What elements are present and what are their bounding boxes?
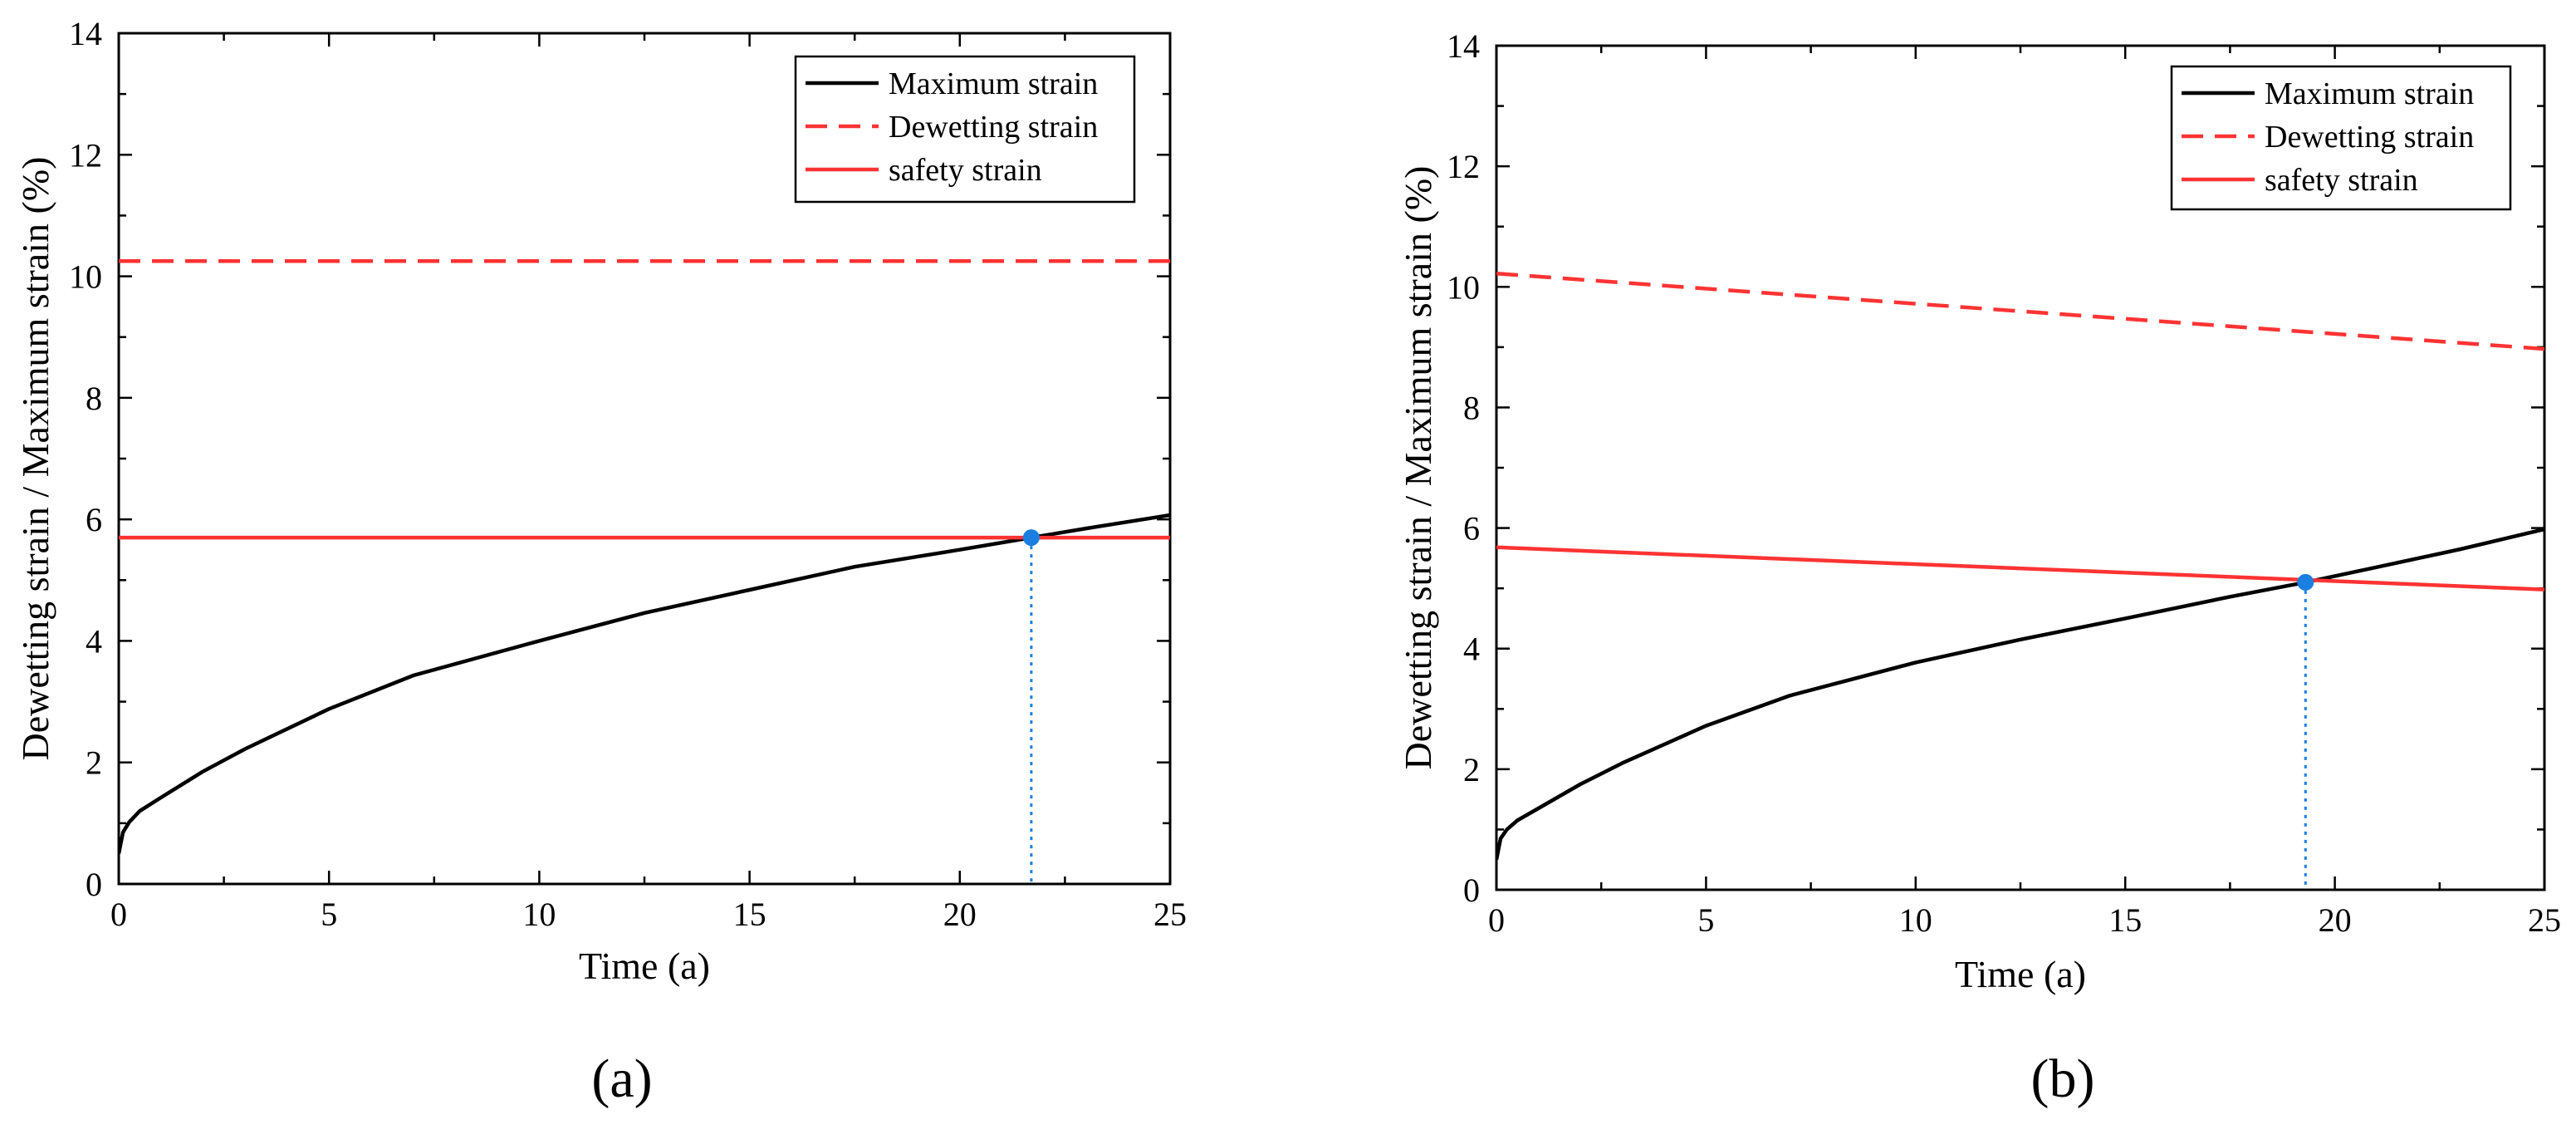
- intersection-point: [1022, 529, 1040, 547]
- y-tick-label: 14: [69, 15, 102, 52]
- intersection-point: [2297, 573, 2314, 591]
- legend-label: safety strain: [2265, 163, 2418, 198]
- series-line-maximum-strain: [119, 513, 1170, 854]
- y-tick-label: 10: [1447, 268, 1480, 306]
- plot-area: [1496, 272, 2544, 861]
- x-tick-label: 25: [2528, 901, 2561, 939]
- x-tick-label: 15: [733, 896, 766, 933]
- chart-panel-a: 0 5 10 15 20 25 0 2 4 6 8 10 12 14 Time (a) Dewetting s…: [14, 15, 1187, 1109]
- series-line-maximum-strain: [1496, 527, 2544, 861]
- y-tick-label: 6: [1463, 510, 1480, 547]
- y-tick-label: 14: [1447, 27, 1480, 65]
- y-tick-label: 8: [1463, 389, 1480, 426]
- x-tick-label: 20: [2319, 901, 2352, 939]
- x-tick-label: 20: [943, 896, 977, 933]
- y-tick-label: 10: [69, 258, 102, 296]
- legend-label: Maximum strain: [2265, 76, 2474, 111]
- y-tick-label: 0: [1463, 872, 1480, 909]
- x-tick-label: 5: [321, 896, 337, 933]
- legend-label: Maximum strain: [889, 66, 1098, 101]
- plot-area: [119, 259, 1170, 854]
- x-tick-label: 10: [1899, 901, 1932, 939]
- series-line-dewetting-strain: [1496, 272, 2544, 351]
- x-tick-label: 0: [110, 896, 127, 933]
- legend-label: Dewetting strain: [889, 110, 1098, 145]
- panel-label: (b): [2031, 1048, 2095, 1109]
- y-tick-label: 12: [69, 136, 102, 174]
- y-tick-label: 4: [86, 622, 102, 660]
- x-axis-title: Time (a): [1955, 953, 2086, 995]
- x-tick-label: 5: [1697, 901, 1714, 939]
- y-tick-label: 2: [86, 744, 102, 782]
- legend: Maximum strain Dewetting strain safety str…: [794, 55, 1136, 204]
- x-tick-label: 0: [1488, 901, 1505, 939]
- legend: Maximum strain Dewetting strain safety str…: [2170, 65, 2512, 211]
- legend-label: Dewetting strain: [2265, 120, 2474, 155]
- panel-label: (a): [591, 1048, 652, 1109]
- y-tick-label: 8: [86, 380, 102, 417]
- x-tick-label: 10: [522, 896, 556, 933]
- x-tick-label: 25: [1153, 896, 1187, 933]
- y-tick-label: 6: [86, 501, 102, 538]
- y-axis-title: Dewetting strain / Maximum strain (%): [14, 157, 56, 761]
- y-tick-label: 2: [1463, 751, 1480, 788]
- series-line-safety-strain: [1496, 545, 2544, 592]
- y-tick-label: 12: [1447, 148, 1480, 185]
- y-axis-title: Dewetting strain / Maximum strain (%): [1397, 166, 1439, 770]
- y-tick-label: 4: [1463, 631, 1480, 668]
- y-tick-label: 0: [86, 866, 102, 903]
- legend-box: [794, 55, 1136, 204]
- x-tick-label: 15: [2108, 901, 2142, 939]
- legend-label: safety strain: [889, 153, 1042, 188]
- x-axis-title: Time (a): [579, 945, 710, 987]
- chart-panel-b: 0 5 10 15 20 25 0 2 4 6 8 10 12 14 Time (a) Dewetting s…: [1397, 27, 2561, 1109]
